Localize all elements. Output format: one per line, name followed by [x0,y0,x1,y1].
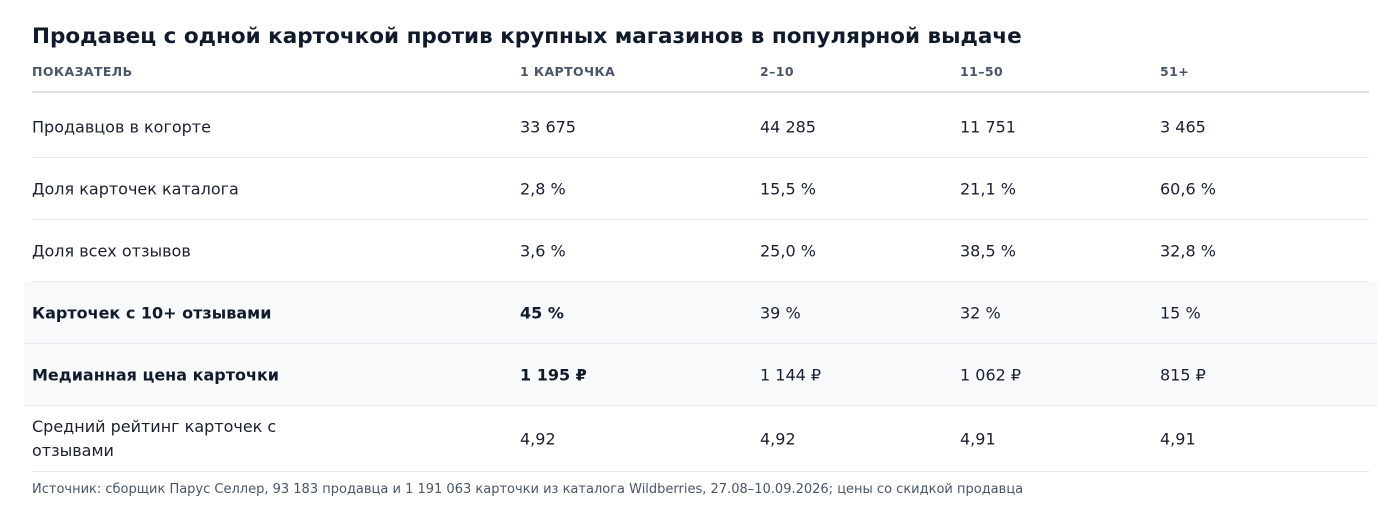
cell-value: 25,0 % [760,241,816,260]
table-header: ПОКАЗАТЕЛЬ 1 КАРТОЧКА 2–10 11–50 51+ [32,62,1369,93]
column-header-2-10: 2–10 [760,64,794,79]
row-label: Доля карточек каталога [32,179,239,198]
cell-value: 1 062 ₽ [960,365,1022,384]
cell-value: 4,91 [1160,429,1196,448]
cell-value: 15,5 % [760,179,816,198]
cell-value: 4,92 [760,429,796,448]
cell-value: 38,5 % [960,241,1016,260]
row-label: Карточек с 10+ отзывами [32,303,272,322]
column-header-metric: ПОКАЗАТЕЛЬ [32,64,133,79]
cell-value: 11 751 [960,117,1016,136]
cell-value: 3,6 % [520,241,566,260]
row-label: Продавцов в когорте [32,117,211,136]
row-label: Средний рейтинг карточек с отзывами [32,416,277,460]
cell-value: 32 % [960,303,1001,322]
cell-value: 815 ₽ [1160,365,1206,384]
column-header-51-plus: 51+ [1160,64,1190,79]
cell-value: 4,92 [520,429,556,448]
column-header-1-card: 1 КАРТОЧКА [520,64,616,79]
cell-value: 2,8 % [520,179,566,198]
cell-value: 60,6 % [1160,179,1216,198]
table-row-highlighted: Медианная цена карточки 1 195 ₽ 1 144 ₽ … [24,344,1377,406]
cell-value: 15 % [1160,303,1201,322]
column-header-11-50: 11–50 [960,64,1004,79]
table-row: Доля карточек каталога 2,8 % 15,5 % 21,1… [32,158,1369,220]
page-title: Продавец с одной карточкой против крупны… [32,24,1022,49]
cell-value: 1 144 ₽ [760,365,822,384]
cell-value: 3 465 [1160,117,1206,136]
table-row: Средний рейтинг карточек с отзывами 4,92… [32,406,1369,472]
table-row: Продавцов в когорте 33 675 44 285 11 751… [32,96,1369,158]
cell-value: 1 195 ₽ [520,365,587,384]
cell-value: 33 675 [520,117,576,136]
source-note: Источник: сборщик Парус Селлер, 93 183 п… [32,482,1024,497]
table-row-highlighted: Карточек с 10+ отзывами 45 % 39 % 32 % 1… [24,282,1377,344]
cell-value: 45 % [520,303,564,322]
row-label: Доля всех отзывов [32,241,191,260]
cell-value: 32,8 % [1160,241,1216,260]
cell-value: 44 285 [760,117,816,136]
cell-value: 4,91 [960,429,996,448]
table-row: Доля всех отзывов 3,6 % 25,0 % 38,5 % 32… [32,220,1369,282]
cell-value: 39 % [760,303,801,322]
cell-value: 21,1 % [960,179,1016,198]
row-label: Медианная цена карточки [32,365,280,384]
